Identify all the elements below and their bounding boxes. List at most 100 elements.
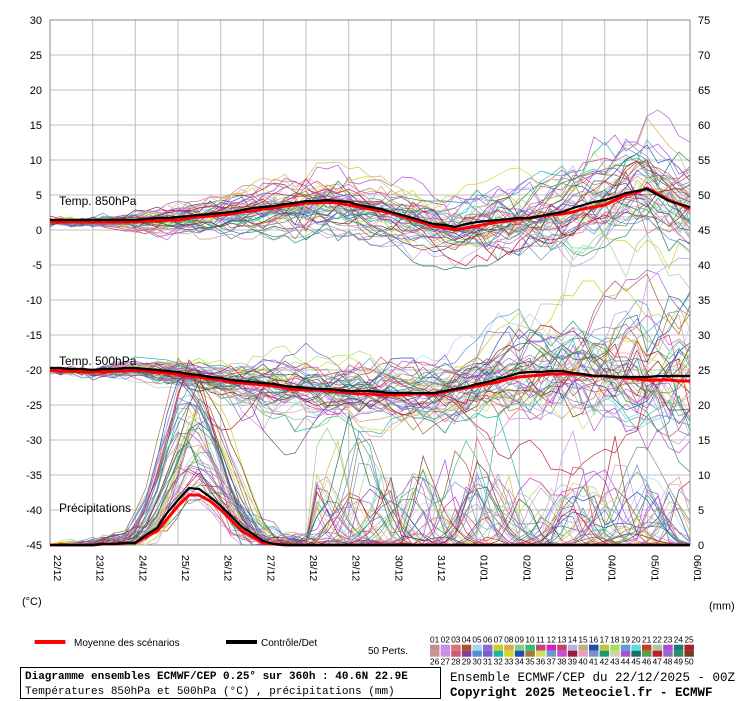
svg-text:33: 33 <box>504 657 514 667</box>
svg-text:37: 37 <box>547 657 557 667</box>
svg-text:39: 39 <box>568 657 578 667</box>
svg-text:41: 41 <box>589 657 599 667</box>
svg-text:10: 10 <box>525 635 535 645</box>
svg-text:02: 02 <box>441 635 451 645</box>
svg-text:Précipitations: Précipitations <box>59 501 131 515</box>
svg-text:23: 23 <box>663 635 673 645</box>
svg-text:25: 25 <box>30 50 42 62</box>
svg-text:07: 07 <box>494 635 504 645</box>
svg-text:31/12: 31/12 <box>435 555 447 581</box>
svg-text:45: 45 <box>631 657 641 667</box>
svg-text:47: 47 <box>653 657 663 667</box>
svg-text:14: 14 <box>568 635 578 645</box>
svg-text:38: 38 <box>557 657 567 667</box>
svg-text:06: 06 <box>483 635 493 645</box>
svg-text:35: 35 <box>698 295 710 307</box>
svg-text:49: 49 <box>674 657 684 667</box>
svg-text:65: 65 <box>698 85 710 97</box>
svg-text:04/01: 04/01 <box>606 555 618 581</box>
svg-text:Contrôle/Det: Contrôle/Det <box>261 638 317 649</box>
svg-text:55: 55 <box>698 155 710 167</box>
svg-text:30: 30 <box>472 657 482 667</box>
svg-text:26: 26 <box>430 657 440 667</box>
svg-text:23/12: 23/12 <box>94 555 106 581</box>
svg-text:20: 20 <box>631 635 641 645</box>
svg-text:25: 25 <box>698 365 710 377</box>
svg-text:13: 13 <box>557 635 567 645</box>
svg-text:01: 01 <box>430 635 440 645</box>
svg-text:21: 21 <box>642 635 652 645</box>
svg-text:25: 25 <box>684 635 694 645</box>
svg-text:12: 12 <box>547 635 557 645</box>
svg-text:16: 16 <box>589 635 599 645</box>
svg-text:40: 40 <box>698 260 710 272</box>
svg-text:22/12: 22/12 <box>51 555 63 581</box>
svg-text:-30: -30 <box>26 435 42 447</box>
svg-text:42: 42 <box>600 657 610 667</box>
svg-text:09: 09 <box>515 635 525 645</box>
svg-text:04: 04 <box>462 635 472 645</box>
svg-text:34: 34 <box>515 657 525 667</box>
svg-text:10: 10 <box>30 155 42 167</box>
svg-text:10: 10 <box>698 470 710 482</box>
svg-text:5: 5 <box>36 190 42 202</box>
svg-text:0: 0 <box>698 540 704 552</box>
svg-text:28: 28 <box>451 657 461 667</box>
svg-text:27: 27 <box>441 657 451 667</box>
svg-text:24: 24 <box>674 635 684 645</box>
svg-text:30: 30 <box>698 330 710 342</box>
svg-text:50: 50 <box>684 657 694 667</box>
svg-text:50: 50 <box>698 190 710 202</box>
svg-text:27/12: 27/12 <box>264 555 276 581</box>
svg-text:-15: -15 <box>26 330 42 342</box>
svg-text:05/01: 05/01 <box>648 555 660 581</box>
svg-text:60: 60 <box>698 120 710 132</box>
svg-text:Temp. 500hPa: Temp. 500hPa <box>59 354 137 368</box>
svg-text:30: 30 <box>30 15 42 27</box>
svg-text:29: 29 <box>462 657 472 667</box>
svg-text:28/12: 28/12 <box>307 555 319 581</box>
svg-text:05: 05 <box>472 635 482 645</box>
svg-text:22: 22 <box>653 635 663 645</box>
svg-text:20: 20 <box>30 85 42 97</box>
svg-text:20: 20 <box>698 400 710 412</box>
svg-text:-45: -45 <box>26 540 42 552</box>
svg-text:25/12: 25/12 <box>179 555 191 581</box>
svg-text:15: 15 <box>30 120 42 132</box>
svg-text:46: 46 <box>642 657 652 667</box>
svg-text:-40: -40 <box>26 505 42 517</box>
svg-text:-35: -35 <box>26 470 42 482</box>
svg-text:17: 17 <box>600 635 610 645</box>
svg-text:40: 40 <box>578 657 588 667</box>
svg-text:11: 11 <box>536 635 545 645</box>
svg-text:03: 03 <box>451 635 461 645</box>
svg-text:-20: -20 <box>26 365 42 377</box>
svg-text:31: 31 <box>483 657 493 667</box>
svg-text:24/12: 24/12 <box>136 555 148 581</box>
svg-text:06/01: 06/01 <box>691 555 703 581</box>
svg-text:18: 18 <box>610 635 620 645</box>
svg-text:0: 0 <box>36 225 42 237</box>
svg-text:35: 35 <box>525 657 535 667</box>
svg-text:50 Perts.: 50 Perts. <box>368 646 408 657</box>
svg-text:(mm): (mm) <box>709 601 735 613</box>
svg-text:26/12: 26/12 <box>222 555 234 581</box>
svg-text:Temp. 850hPa: Temp. 850hPa <box>59 194 137 208</box>
svg-text:-10: -10 <box>26 295 42 307</box>
svg-text:48: 48 <box>663 657 673 667</box>
svg-text:15: 15 <box>578 635 588 645</box>
svg-text:19: 19 <box>621 635 631 645</box>
svg-text:32: 32 <box>494 657 504 667</box>
svg-text:01/01: 01/01 <box>478 555 490 581</box>
svg-text:-5: -5 <box>32 260 42 272</box>
svg-text:Moyenne des scénarios: Moyenne des scénarios <box>74 638 180 649</box>
svg-text:36: 36 <box>536 657 546 667</box>
svg-text:44: 44 <box>621 657 631 667</box>
svg-text:43: 43 <box>610 657 620 667</box>
svg-text:75: 75 <box>698 15 710 27</box>
svg-text:45: 45 <box>698 225 710 237</box>
svg-text:15: 15 <box>698 435 710 447</box>
svg-text:02/01: 02/01 <box>520 555 532 581</box>
svg-text:29/12: 29/12 <box>350 555 362 581</box>
svg-text:70: 70 <box>698 50 710 62</box>
